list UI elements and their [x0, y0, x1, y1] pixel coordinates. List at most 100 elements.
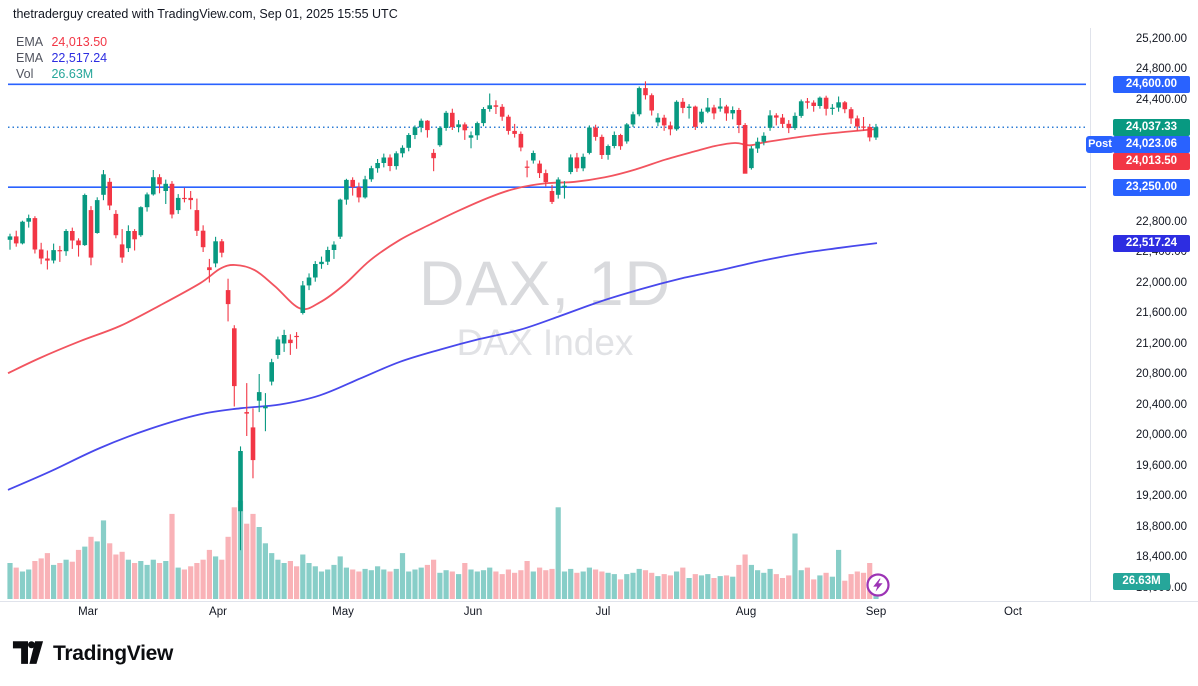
price-axis-label: 24,800.00 [1135, 63, 1187, 75]
volume-bar [493, 571, 499, 599]
volume-bar [468, 569, 474, 599]
candle-body [643, 88, 648, 96]
candle-body [38, 249, 44, 259]
candle-body [431, 152, 436, 159]
candle-body [462, 124, 468, 131]
candle-body [823, 97, 829, 109]
chart-plot-area[interactable] [0, 0, 1090, 625]
candle-body [736, 110, 742, 125]
volume-bar [642, 570, 649, 599]
candle-body [780, 117, 785, 124]
candle-body [599, 136, 605, 155]
volume-bar [624, 574, 630, 599]
volume-bar [337, 556, 343, 599]
volume-bar [474, 571, 480, 599]
volume-bar [842, 580, 848, 599]
volume-bar [449, 571, 455, 599]
candlestick-series [7, 81, 879, 551]
volume-bar [680, 567, 686, 599]
volume-bar [250, 513, 256, 600]
volume-bar [225, 536, 231, 599]
volume-bar [312, 566, 318, 600]
volume-bar [767, 568, 773, 599]
volume-bar [537, 567, 543, 599]
legend-label: EMA [16, 35, 44, 49]
volume-bar [375, 566, 381, 600]
tradingview-logo[interactable]: TradingView [12, 640, 173, 667]
candle-body [580, 156, 586, 169]
volume-bar [499, 574, 505, 599]
candle-body [605, 146, 611, 155]
candle-body [163, 183, 168, 191]
price-tag: 24,023.06 [1113, 135, 1190, 153]
candle-body [319, 261, 324, 265]
candle-body [26, 218, 31, 222]
volume-bar [443, 570, 449, 599]
lightning-event-icon[interactable] [862, 569, 894, 601]
volume-bar [387, 571, 393, 599]
price-axis[interactable]: 25,200.0024,800.0024,400.0024,000.0023,6… [1086, 28, 1198, 601]
volume-bar [854, 571, 860, 599]
volume-bar [175, 567, 181, 599]
candle-body [175, 197, 181, 211]
candle-body [381, 157, 387, 163]
candle-body [699, 111, 704, 123]
candle-body [842, 102, 848, 110]
volume-bar [730, 576, 736, 599]
candle-body [686, 106, 692, 108]
candle-body [437, 127, 443, 146]
candle-body [506, 116, 511, 131]
candle-body [761, 135, 767, 142]
candle-body [475, 123, 480, 136]
candle-body [113, 213, 119, 236]
candle-body [786, 123, 792, 129]
candle-body [194, 210, 200, 231]
candle-body [188, 197, 193, 201]
candle-body [406, 135, 411, 148]
candle-body [811, 102, 816, 106]
legend-value: 26.63M [51, 67, 94, 81]
candle-body [45, 258, 50, 261]
volume-bar [169, 513, 175, 600]
candle-body [13, 236, 19, 244]
candle-body [169, 183, 175, 215]
volume-bar [512, 572, 518, 599]
candle-body [20, 221, 25, 244]
price-axis-label: 21,200.00 [1135, 337, 1187, 350]
volume-bar [480, 570, 487, 599]
volume-bar [748, 564, 754, 599]
volume-bar [150, 559, 156, 599]
volume-bar [331, 564, 337, 599]
volume-bar [655, 576, 661, 599]
candle-body [325, 250, 330, 262]
volume-bar [431, 559, 437, 599]
volume-bar [125, 559, 131, 599]
price-tag: 24,037.33 [1113, 118, 1190, 136]
candle-body [418, 120, 424, 128]
volume-bar [32, 561, 38, 599]
volume-bar [132, 563, 138, 599]
volume-bar [487, 567, 493, 599]
candle-body [730, 110, 735, 114]
volume-bar [605, 572, 611, 599]
time-axis[interactable]: Mar Apr May Jun Jul Aug Sep Oct [0, 601, 1198, 624]
volume-bar [593, 569, 599, 599]
price-tag: 24,600.00 [1113, 75, 1190, 93]
candle-body [7, 236, 13, 240]
volume-bar [362, 568, 368, 599]
candle-body [836, 102, 841, 108]
volume-bar [138, 561, 144, 599]
volume-bar [294, 566, 300, 600]
candle-body [593, 127, 598, 137]
volume-bar [717, 576, 723, 599]
candle-body [456, 124, 461, 128]
candle-body [693, 106, 698, 127]
candle-body [275, 339, 281, 355]
time-axis-label: May [332, 606, 354, 618]
volume-bar [100, 520, 107, 599]
candle-body [132, 231, 137, 240]
legend-row-volume: Vol 26.63M [16, 66, 107, 82]
candle-body [200, 230, 206, 248]
candle-body [543, 173, 549, 183]
